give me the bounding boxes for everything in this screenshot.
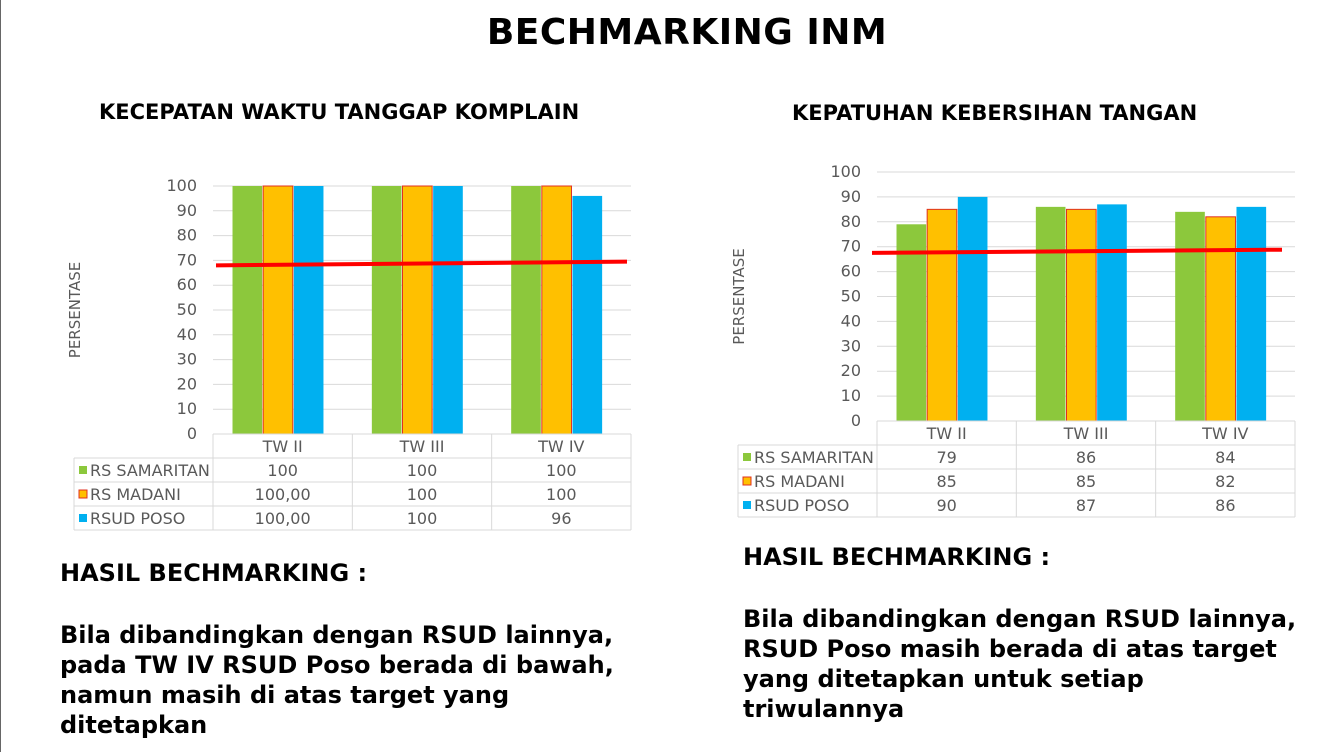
y-tick-label: 20 — [841, 361, 861, 380]
x-category-label: TW IV — [537, 437, 584, 456]
bar-rs-samaritan — [1035, 206, 1066, 421]
x-category-label: TW IV — [1201, 424, 1248, 443]
y-tick-label: 10 — [177, 399, 197, 418]
x-category-label: TW II — [926, 424, 967, 443]
y-tick-label: 60 — [841, 262, 861, 281]
data-table-value: 82 — [1215, 472, 1235, 491]
data-table-value: 85 — [936, 472, 956, 491]
y-tick-label: 80 — [841, 212, 861, 231]
y-axis-label: PERSENTASE — [66, 262, 84, 358]
right-conclusion-line: yang ditetapkan untuk setiap — [743, 665, 1144, 693]
bar-rs-samaritan — [232, 186, 263, 434]
y-axis-label: PERSENTASE — [730, 248, 748, 344]
y-tick-label: 40 — [841, 311, 861, 330]
right-conclusion-line: Bila dibandingkan dengan RSUD lainnya, — [743, 605, 1297, 633]
bar-rs-samaritan — [1175, 211, 1205, 421]
bar-rs-samaritan — [371, 186, 402, 434]
y-tick-label: 70 — [177, 250, 197, 269]
legend-key-rs-samaritan — [79, 466, 87, 474]
bar-rs-madani — [262, 185, 294, 435]
bar-rs-samaritan — [896, 224, 927, 421]
legend-series-name: RS SAMARITAN — [90, 461, 210, 480]
y-tick-label: 50 — [841, 287, 861, 306]
x-category-label: TW III — [399, 437, 445, 456]
y-tick-label: 60 — [177, 275, 197, 294]
data-table-value: 100,00 — [255, 485, 311, 504]
bar-rsud-poso — [1097, 204, 1127, 421]
y-tick-label: 20 — [177, 374, 197, 393]
legend-series-name: RS SAMARITAN — [754, 448, 874, 467]
right-conclusion: Bila dibandingkan dengan RSUD lainnya, R… — [743, 604, 1323, 724]
page-title: BECHMARKING INM — [486, 12, 888, 53]
data-table-value: 100 — [267, 461, 298, 480]
data-table-value: 86 — [1215, 496, 1235, 515]
y-tick-label: 100 — [830, 162, 861, 181]
data-table-value: 100 — [407, 485, 438, 504]
legend-key-rsud-poso — [743, 501, 751, 509]
right-conclusion-line: triwulannya — [743, 695, 905, 723]
x-category-label: TW II — [262, 437, 303, 456]
y-tick-label: 90 — [841, 187, 861, 206]
right-result-label: HASIL BECHMARKING : — [743, 543, 1051, 571]
legend-series-name: RS MADANI — [90, 485, 181, 504]
legend-key-rs-madani — [78, 489, 88, 499]
page-left-border — [0, 0, 1, 752]
left-conclusion-line: Bila dibandingkan dengan RSUD lainnya, — [60, 621, 614, 649]
bar-rsud-poso — [293, 186, 324, 434]
y-tick-label: 30 — [177, 350, 197, 369]
data-table-value: 86 — [1076, 448, 1096, 467]
left-chart-heading: KECEPATAN WAKTU TANGGAP KOMPLAIN — [99, 100, 580, 124]
legend-series-name: RS MADANI — [754, 472, 845, 491]
y-tick-label: 0 — [187, 424, 197, 443]
data-table-value: 96 — [551, 509, 571, 528]
left-conclusion-line: ditetapkan — [60, 711, 208, 739]
y-tick-label: 100 — [166, 176, 197, 195]
bar-rs-madani — [926, 208, 958, 422]
left-conclusion: Bila dibandingkan dengan RSUD lainnya, p… — [60, 620, 660, 740]
y-tick-label: 40 — [177, 325, 197, 344]
data-table-value: 100 — [546, 485, 577, 504]
bar-rs-madani — [401, 185, 433, 435]
legend-key-rsud-poso — [79, 514, 87, 522]
data-table-value: 100 — [407, 509, 438, 528]
left-conclusion-line: namun masih di atas target yang — [60, 681, 510, 709]
left-result-label: HASIL BECHMARKING : — [60, 559, 368, 587]
bar-rs-madani — [541, 185, 572, 435]
legend-series-name: RSUD POSO — [90, 509, 185, 528]
data-table-value: 84 — [1215, 448, 1235, 467]
data-table-value: 90 — [936, 496, 956, 515]
left-bar-chart: 0 10 20 30 40 50 60 70 80 90 100 PERSENTASE TW II TW … — [66, 176, 632, 531]
y-tick-label: 0 — [851, 411, 861, 430]
data-table-value: 79 — [936, 448, 956, 467]
y-tick-label: 70 — [841, 237, 861, 256]
y-tick-label: 90 — [177, 201, 197, 220]
bar-rs-madani — [1205, 216, 1236, 422]
bar-rs-samaritan — [511, 186, 541, 434]
legend-series-name: RSUD POSO — [754, 496, 849, 515]
y-tick-label: 50 — [177, 300, 197, 319]
bar-rsud-poso — [1236, 206, 1267, 421]
bar-rs-madani — [1065, 208, 1097, 422]
left-conclusion-line: pada TW IV RSUD Poso berada di bawah, — [60, 651, 614, 679]
data-table-value: 100 — [546, 461, 577, 480]
legend-key-rs-madani — [742, 476, 752, 486]
bar-rsud-poso — [433, 186, 463, 434]
target-line — [215, 259, 628, 268]
x-category-label: TW III — [1063, 424, 1109, 443]
data-table-value: 87 — [1076, 496, 1096, 515]
right-conclusion-line: RSUD Poso masih berada di atas target — [743, 635, 1277, 663]
target-line — [871, 247, 1283, 255]
data-table-value: 100 — [407, 461, 438, 480]
right-chart-heading: KEPATUHAN KEBERSIHAN TANGAN — [792, 101, 1198, 125]
y-tick-label: 30 — [841, 336, 861, 355]
right-bar-chart: 0 10 20 30 40 50 60 70 80 90 100 PERSENTASE TW II TW … — [730, 162, 1296, 518]
bar-rsud-poso — [957, 196, 988, 421]
data-table-value: 85 — [1076, 472, 1096, 491]
y-tick-label: 10 — [841, 386, 861, 405]
y-tick-label: 80 — [177, 226, 197, 245]
data-table-value: 100,00 — [255, 509, 311, 528]
legend-key-rs-samaritan — [743, 453, 751, 461]
bar-rsud-poso — [572, 195, 603, 434]
